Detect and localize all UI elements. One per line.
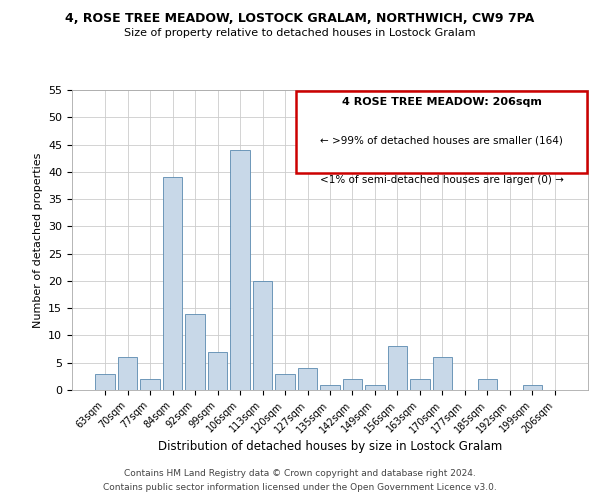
- Text: Contains public sector information licensed under the Open Government Licence v3: Contains public sector information licen…: [103, 484, 497, 492]
- Bar: [140, 379, 160, 390]
- Text: ← >99% of detached houses are smaller (164): ← >99% of detached houses are smaller (1…: [320, 136, 563, 145]
- Bar: [365, 384, 385, 390]
- Bar: [523, 384, 542, 390]
- Y-axis label: Number of detached properties: Number of detached properties: [32, 152, 43, 328]
- Text: <1% of semi-detached houses are larger (0) →: <1% of semi-detached houses are larger (…: [320, 174, 563, 184]
- Text: Size of property relative to detached houses in Lostock Gralam: Size of property relative to detached ho…: [124, 28, 476, 38]
- Text: 4 ROSE TREE MEADOW: 206sqm: 4 ROSE TREE MEADOW: 206sqm: [342, 96, 542, 106]
- Text: Contains HM Land Registry data © Crown copyright and database right 2024.: Contains HM Land Registry data © Crown c…: [124, 468, 476, 477]
- Bar: [433, 358, 452, 390]
- Bar: [478, 379, 497, 390]
- X-axis label: Distribution of detached houses by size in Lostock Gralam: Distribution of detached houses by size …: [158, 440, 502, 453]
- Bar: [230, 150, 250, 390]
- Bar: [163, 178, 182, 390]
- Bar: [208, 352, 227, 390]
- Bar: [253, 281, 272, 390]
- Bar: [298, 368, 317, 390]
- FancyBboxPatch shape: [296, 90, 587, 172]
- Bar: [95, 374, 115, 390]
- Bar: [410, 379, 430, 390]
- Bar: [343, 379, 362, 390]
- Text: 4, ROSE TREE MEADOW, LOSTOCK GRALAM, NORTHWICH, CW9 7PA: 4, ROSE TREE MEADOW, LOSTOCK GRALAM, NOR…: [65, 12, 535, 26]
- Bar: [118, 358, 137, 390]
- Bar: [320, 384, 340, 390]
- Bar: [275, 374, 295, 390]
- Bar: [388, 346, 407, 390]
- Bar: [185, 314, 205, 390]
